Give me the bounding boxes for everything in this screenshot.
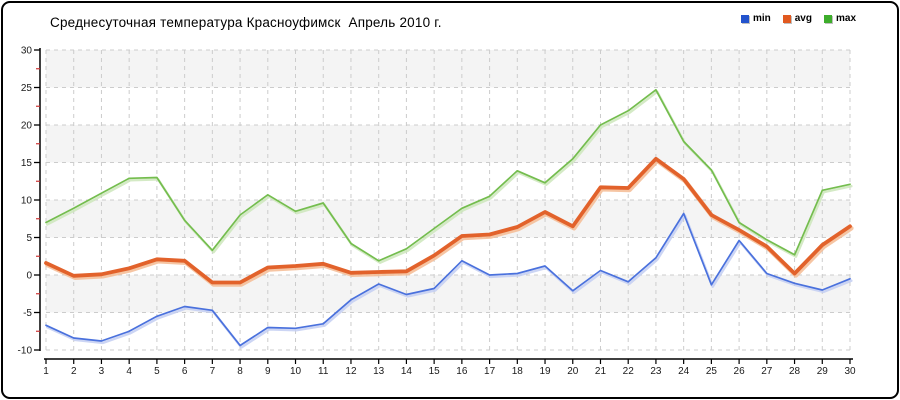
svg-text:15: 15 [429,366,441,377]
svg-text:-5: -5 [23,308,32,319]
svg-text:1: 1 [43,366,49,377]
svg-text:4: 4 [126,366,132,377]
chart-legend: min avg max [740,13,856,24]
svg-text:30: 30 [844,366,856,377]
svg-text:15: 15 [21,158,33,169]
svg-text:26: 26 [734,366,746,377]
legend-item-max[interactable]: max [823,13,856,24]
svg-text:20: 20 [21,121,33,132]
svg-text:28: 28 [789,366,801,377]
svg-text:13: 13 [373,366,385,377]
svg-text:0: 0 [26,271,32,282]
svg-text:30: 30 [21,46,33,57]
svg-text:18: 18 [512,366,524,377]
svg-text:10: 10 [21,196,33,207]
svg-text:23: 23 [650,366,662,377]
svg-text:29: 29 [817,366,829,377]
svg-text:5: 5 [26,233,32,244]
legend-item-min[interactable]: min [740,13,771,24]
min-series-swatch-icon [740,14,749,23]
svg-text:9: 9 [265,366,271,377]
svg-text:3: 3 [99,366,105,377]
svg-text:20: 20 [567,366,579,377]
svg-text:8: 8 [237,366,243,377]
legend-label-min: min [752,13,771,24]
svg-text:21: 21 [595,366,607,377]
svg-text:10: 10 [290,366,302,377]
svg-text:5: 5 [154,366,160,377]
svg-text:16: 16 [456,366,468,377]
svg-text:-10: -10 [18,346,33,357]
svg-text:17: 17 [484,366,496,377]
legend-label-max: max [835,13,856,24]
svg-text:25: 25 [21,83,33,94]
svg-text:6: 6 [182,366,188,377]
svg-text:7: 7 [210,366,216,377]
svg-text:14: 14 [401,366,413,377]
svg-text:22: 22 [623,366,635,377]
svg-text:24: 24 [678,366,690,377]
svg-text:12: 12 [345,366,357,377]
svg-text:25: 25 [706,366,718,377]
svg-text:19: 19 [539,366,551,377]
avg-series-swatch-icon [782,14,791,23]
max-series-swatch-icon [823,14,832,23]
legend-item-avg[interactable]: avg [782,13,812,24]
svg-text:27: 27 [761,366,773,377]
legend-label-avg: avg [794,13,812,24]
svg-text:11: 11 [318,366,329,377]
svg-text:2: 2 [71,366,77,377]
chart-title: Среднесуточная температура Красноуфимск … [50,15,442,30]
